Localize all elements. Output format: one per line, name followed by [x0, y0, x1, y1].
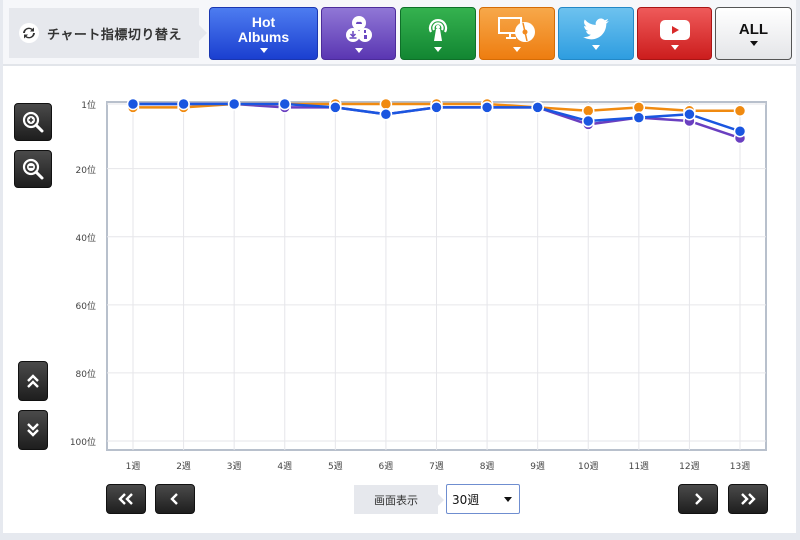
caret-down-icon: [434, 46, 442, 52]
broadcast-antenna-icon: [428, 18, 448, 41]
caret-down-icon: [670, 44, 679, 50]
x-tick-label: 8週: [479, 462, 495, 472]
data-point[interactable]: [531, 101, 544, 114]
twitter-button[interactable]: [558, 7, 634, 60]
scroll-down-button[interactable]: [18, 410, 48, 450]
metric-switch-label: チャート指標切り替え: [9, 8, 207, 58]
dropdown-arrow-icon: [504, 497, 512, 502]
x-tick-label: 9週: [530, 462, 546, 472]
refresh-icon: [19, 23, 39, 43]
data-point[interactable]: [379, 97, 393, 111]
double-chevron-down-icon: [27, 423, 39, 437]
data-point[interactable]: [177, 97, 190, 111]
youtube-button[interactable]: [637, 7, 712, 60]
caret-down-icon: [592, 44, 600, 50]
x-tick-label: 1週: [125, 462, 141, 472]
x-tick-label: 4週: [277, 462, 293, 472]
y-tick-label: 100位: [69, 438, 96, 448]
double-chevron-up-icon: [27, 374, 39, 388]
display-period-select[interactable]: 30週: [446, 484, 520, 514]
pc-lookup-button[interactable]: [479, 7, 555, 60]
y-tick-label: 20位: [75, 165, 96, 176]
caret-down-icon: [259, 47, 268, 53]
download-cd-cloud-icon: [345, 15, 372, 42]
caret-down-icon: [749, 41, 758, 46]
y-tick-label: 40位: [75, 233, 96, 244]
chevron-right-icon: [695, 493, 703, 505]
frame-left-border: [0, 0, 3, 540]
x-tick-label: 10週: [578, 462, 599, 472]
x-tick-label: 6週: [378, 462, 394, 472]
x-tick-label: 3週: [226, 462, 242, 472]
hot-albums-label-line2: Albums: [237, 28, 290, 45]
y-tick-label: 60位: [75, 301, 96, 312]
data-point[interactable]: [430, 101, 443, 114]
y-tick-label: 1位: [81, 101, 96, 111]
youtube-play-icon: [659, 19, 690, 40]
all-metrics-button[interactable]: ALL: [715, 7, 792, 60]
first-page-button[interactable]: [106, 484, 146, 514]
x-tick-label: 2週: [176, 462, 191, 472]
x-tick-label: 5週: [327, 462, 343, 472]
download-sales-button[interactable]: [321, 7, 396, 60]
twitter-bird-icon: [583, 17, 609, 39]
data-point[interactable]: [379, 107, 393, 121]
data-point[interactable]: [126, 97, 140, 111]
radio-button[interactable]: [400, 7, 476, 60]
zoom-out-icon: [22, 158, 44, 180]
previous-page-button[interactable]: [155, 484, 195, 514]
x-tick-label: 13週: [729, 462, 751, 472]
data-point[interactable]: [582, 114, 595, 128]
double-chevron-left-icon: [118, 493, 133, 505]
scroll-up-button[interactable]: [18, 361, 48, 401]
monitor-cd-icon: [498, 16, 535, 42]
all-label: ALL: [738, 21, 769, 38]
last-page-button[interactable]: [728, 484, 768, 514]
x-tick-label: 7週: [429, 462, 444, 472]
zoom-in-button[interactable]: [14, 103, 52, 141]
next-page-button[interactable]: [678, 484, 718, 514]
data-point[interactable]: [278, 97, 291, 111]
hot-albums-label-line1: Hot: [251, 13, 276, 30]
data-point[interactable]: [329, 101, 342, 114]
data-point[interactable]: [632, 101, 646, 114]
double-chevron-right-icon: [741, 493, 756, 505]
display-period-value: 30週: [452, 492, 480, 507]
metric-switch-text: チャート指標切り替え: [47, 27, 182, 43]
x-tick-label: 11週: [628, 462, 650, 472]
data-point[interactable]: [582, 104, 595, 118]
data-point[interactable]: [733, 104, 747, 118]
data-point[interactable]: [733, 124, 747, 138]
bottom-border: [3, 533, 796, 540]
y-tick-label: 80位: [75, 369, 96, 380]
zoom-out-button[interactable]: [14, 150, 52, 188]
frame-right-border: [796, 0, 800, 540]
data-point[interactable]: [632, 111, 646, 124]
data-point[interactable]: [227, 97, 241, 111]
zoom-in-icon: [22, 111, 44, 133]
data-point[interactable]: [683, 107, 696, 121]
x-tick-label: 12週: [679, 462, 700, 472]
display-period-label: 画面表示: [354, 485, 444, 514]
chevron-left-icon: [170, 493, 178, 505]
caret-down-icon: [513, 46, 521, 52]
data-point[interactable]: [480, 101, 494, 114]
caret-down-icon: [354, 47, 363, 53]
hot-albums-button[interactable]: Hot Albums: [209, 7, 318, 60]
